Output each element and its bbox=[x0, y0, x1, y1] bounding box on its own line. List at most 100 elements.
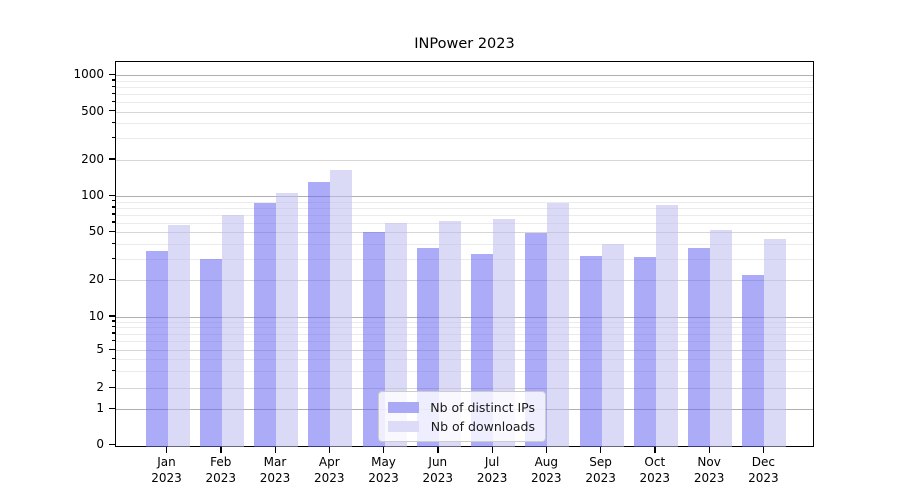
ytick-dash-0 bbox=[109, 443, 115, 446]
bar-downloads-feb bbox=[221, 214, 244, 447]
xtick-dash-aug bbox=[545, 447, 548, 453]
legend-label-downloads: Nb of downloads bbox=[430, 418, 535, 434]
gridline-minor-40 bbox=[116, 244, 813, 245]
bar-downloads-oct bbox=[655, 205, 678, 447]
gridline-5 bbox=[116, 350, 813, 351]
xtick-dash-dec bbox=[762, 447, 765, 453]
gridline-1000 bbox=[116, 75, 813, 77]
ytick-label-1: 1 bbox=[96, 401, 104, 415]
gridline-minor-7 bbox=[116, 333, 813, 335]
gridline-50 bbox=[116, 232, 813, 234]
gridline-minor-6 bbox=[116, 341, 813, 343]
bar-downloads-nov bbox=[710, 230, 733, 447]
xtick-dash-jul bbox=[491, 447, 493, 453]
ytick-dash-1 bbox=[109, 407, 115, 409]
ytick-label-2: 2 bbox=[96, 380, 104, 395]
xtick-dash-apr bbox=[328, 447, 331, 453]
bar-downloads-aug bbox=[547, 202, 570, 447]
ytick-label-1000: 1000 bbox=[73, 67, 104, 82]
legend-swatch-downloads bbox=[388, 420, 419, 432]
ytick-label-10: 10 bbox=[88, 308, 104, 323]
chart-title: INPower 2023 bbox=[414, 36, 515, 52]
bar-downloads-may bbox=[384, 222, 407, 447]
gridline-minor-700 bbox=[116, 94, 813, 95]
gridline-minor-900 bbox=[116, 80, 813, 82]
gridline-minor-400 bbox=[116, 123, 813, 125]
ytick-dash-200 bbox=[109, 158, 115, 160]
ytick-label-0: 0 bbox=[96, 437, 104, 452]
gridline-2 bbox=[116, 388, 813, 390]
ytick-minor-dash-90 bbox=[111, 200, 115, 202]
ytick-label-20: 20 bbox=[88, 272, 104, 287]
xtick-dash-sep bbox=[600, 447, 602, 453]
gridline-minor-60 bbox=[116, 222, 813, 224]
legend-row-downloads: Nb of downloads bbox=[388, 418, 535, 434]
bar-distinct-ips-oct bbox=[633, 257, 656, 447]
gridline-minor-4 bbox=[116, 359, 813, 361]
xtick-dash-jun bbox=[437, 447, 439, 453]
legend: Nb of distinct IPs Nb of downloads bbox=[378, 391, 546, 442]
bar-distinct-ips-apr bbox=[308, 182, 331, 447]
bar-downloads-mar bbox=[276, 193, 298, 447]
ytick-minor-dash-700 bbox=[111, 92, 115, 94]
ytick-label-100: 100 bbox=[81, 188, 104, 202]
xtick-label-jul: Jul 2023 bbox=[476, 455, 508, 485]
xtick-label-oct: Oct 2023 bbox=[639, 455, 671, 485]
xtick-dash-oct bbox=[654, 447, 656, 453]
gridline-minor-70 bbox=[116, 214, 813, 216]
xtick-dash-may bbox=[383, 447, 385, 453]
plot-area bbox=[115, 61, 814, 447]
legend-swatch-distinct-ips bbox=[388, 401, 419, 413]
ytick-label-500: 500 bbox=[81, 103, 104, 118]
legend-row-distinct-ips: Nb of distinct IPs bbox=[388, 399, 535, 415]
bar-distinct-ips-sep bbox=[579, 255, 602, 447]
ytick-minor-dash-3 bbox=[111, 369, 115, 372]
gridline-minor-80 bbox=[116, 207, 813, 209]
xtick-label-apr: Apr 2023 bbox=[314, 455, 345, 485]
xtick-label-dec: Dec 2023 bbox=[748, 455, 779, 485]
ytick-label-5: 5 bbox=[96, 342, 104, 356]
bar-downloads-jun bbox=[438, 221, 461, 447]
xtick-label-mar: Mar 2023 bbox=[259, 455, 291, 485]
ytick-dash-50 bbox=[109, 230, 115, 233]
ytick-dash-5 bbox=[109, 348, 115, 350]
ytick-dash-1000 bbox=[109, 73, 115, 76]
ytick-minor-dash-70 bbox=[111, 213, 115, 215]
gridline-minor-30 bbox=[116, 259, 813, 261]
xtick-label-sep: Sep 2023 bbox=[585, 455, 616, 485]
ytick-dash-20 bbox=[109, 278, 115, 281]
bar-distinct-ips-mar bbox=[254, 202, 276, 447]
ytick-minor-dash-80 bbox=[111, 206, 115, 208]
ytick-minor-dash-600 bbox=[111, 100, 115, 102]
gridline-minor-8 bbox=[116, 327, 813, 329]
xtick-dash-jan bbox=[166, 447, 168, 453]
ytick-minor-dash-400 bbox=[111, 121, 115, 124]
gridline-200 bbox=[116, 159, 813, 161]
bar-downloads-apr bbox=[330, 169, 353, 447]
ytick-minor-dash-7 bbox=[111, 332, 115, 334]
gridline-minor-90 bbox=[116, 201, 813, 203]
ytick-minor-dash-9 bbox=[111, 320, 115, 322]
ytick-minor-dash-40 bbox=[111, 242, 115, 244]
ytick-dash-100 bbox=[109, 194, 115, 196]
bar-distinct-ips-feb bbox=[199, 259, 222, 447]
xtick-label-jan: Jan 2023 bbox=[151, 455, 182, 485]
xtick-label-may: May 2023 bbox=[368, 455, 399, 485]
ytick-minor-dash-30 bbox=[111, 257, 115, 259]
gridline-minor-600 bbox=[116, 102, 813, 104]
gridline-minor-3 bbox=[116, 371, 813, 373]
ytick-minor-dash-8 bbox=[111, 325, 115, 328]
ytick-dash-10 bbox=[109, 315, 115, 317]
legend-label-distinct-ips: Nb of distinct IPs bbox=[430, 399, 535, 415]
ytick-minor-dash-900 bbox=[111, 79, 115, 81]
ytick-label-50: 50 bbox=[88, 224, 104, 239]
ytick-minor-dash-300 bbox=[111, 136, 115, 139]
xtick-label-jun: Jun 2023 bbox=[422, 455, 454, 485]
bar-distinct-ips-jan bbox=[145, 251, 168, 447]
gridline-500 bbox=[116, 111, 813, 113]
gridline-minor-300 bbox=[116, 138, 813, 140]
ytick-minor-dash-4 bbox=[111, 357, 115, 360]
xtick-label-feb: Feb 2023 bbox=[205, 455, 237, 485]
ytick-minor-dash-60 bbox=[111, 221, 115, 223]
